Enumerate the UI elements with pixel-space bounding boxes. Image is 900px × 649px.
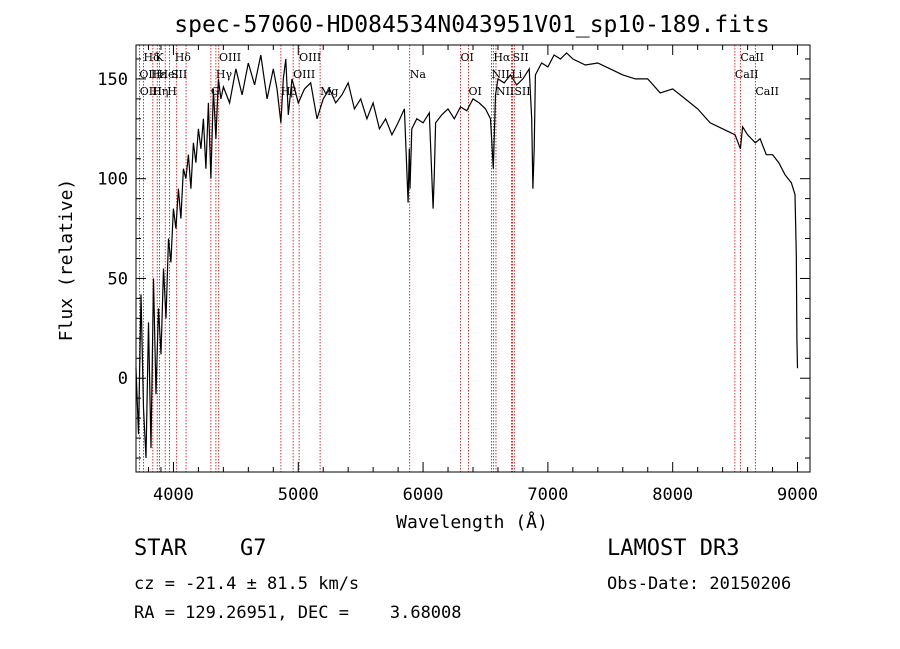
line-label: K [155,51,164,64]
line-label: Hε [151,68,167,81]
spectrum-line [135,52,799,459]
line-label: Na [410,68,427,81]
line-markers [138,45,756,472]
y-tick-label: 100 [97,170,128,190]
line-label: OI [469,85,482,98]
y-tick-label: 150 [97,70,128,90]
line-label: OIII [293,68,315,81]
chart-title: spec-57060-HD084534N043951V01_sp10-189.f… [174,12,769,38]
line-label: NII [491,68,509,81]
line-label: NII [496,85,514,98]
x-tick-label: 5000 [278,485,319,505]
line-label: SII [171,68,187,81]
line-label: CaII [755,85,779,98]
x-axis-label: Wavelength (Å) [396,511,548,533]
line-labels: Hδ OII OIII Hε K HeI HηH Hδ SII OIII Hγ G OIII OIII Hβ… [139,51,779,98]
line-label: OI [461,51,474,64]
line-label: OIII [219,51,241,64]
line-label: OIII [140,85,162,98]
line-label: Li [511,68,522,81]
x-axis-ticks: 4000 5000 6000 7000 8000 9000 [147,45,818,505]
x-tick-label: 6000 [403,485,444,505]
line-label: Hγ [216,68,233,81]
y-axis-label: Flux (relative) [56,179,77,342]
spectrum-chart: spec-57060-HD084534N043951V01_sp10-189.f… [56,12,818,533]
line-label: OII [139,68,157,81]
x-tick-label: 8000 [652,485,693,505]
survey-name: LAMOST DR3 [607,536,740,561]
line-label: Hδ [175,51,192,64]
line-label: SII [514,85,530,98]
line-label: Hα [493,51,511,64]
line-label: Mg [320,85,338,98]
line-label: HeI [158,68,178,81]
observation-date: Obs-Date: 20150206 [607,574,792,594]
x-tick-label: 7000 [527,485,568,505]
redshift-value: cz = -21.4 ± 81.5 km/s [134,574,360,594]
x-tick-label: 4000 [153,485,194,505]
line-label: Hη [152,85,168,98]
x-tick-label: 9000 [777,485,818,505]
y-tick-label: 50 [108,269,128,289]
line-label: SII [512,51,528,64]
line-label: Hβ [281,85,297,98]
line-label: G [211,85,220,98]
line-label: Hδ [143,51,160,64]
object-type: STAR G7 [134,536,267,561]
line-label: CaII [735,68,759,81]
line-label: OIII [299,51,321,64]
y-tick-label: 0 [118,369,128,389]
line-label: CaII [740,51,764,64]
plot-frame [135,44,811,473]
line-label: H [167,85,177,98]
y-axis-ticks: 0 50 100 150 [97,58,810,459]
coordinates: RA = 129.26951, DEC = 3.68008 [134,603,462,623]
